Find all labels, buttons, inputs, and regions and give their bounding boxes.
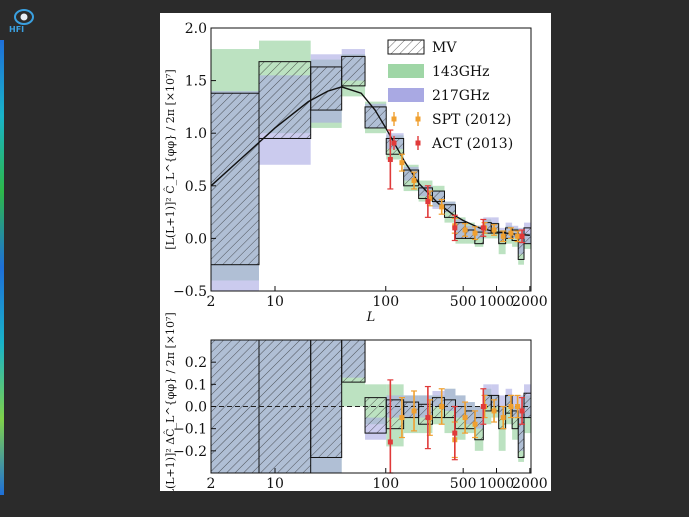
- y-tick-label: 1.5: [185, 74, 207, 90]
- side-decoration-strip: [0, 40, 4, 495]
- legend-item: 143GHz: [388, 64, 490, 80]
- x-tick-label: 1000: [479, 476, 515, 491]
- y-tick-label: 1.0: [185, 126, 207, 142]
- act-point: [387, 157, 393, 162]
- mv-box: [341, 339, 366, 383]
- legend-label: 143GHz: [432, 64, 490, 80]
- y-tick-label: 2.0: [185, 21, 207, 37]
- x-tick-label: 10: [266, 294, 284, 310]
- mv-box: [474, 417, 484, 441]
- legend-marker: [391, 140, 397, 146]
- spt-point: [515, 404, 521, 409]
- mv-box: [364, 106, 387, 129]
- y-tick-label: 0.5: [185, 179, 207, 195]
- x-tick-label: 100: [372, 476, 399, 491]
- legend-swatch-mv: [387, 39, 425, 55]
- spt-point: [462, 227, 468, 233]
- act-point: [452, 430, 458, 436]
- mv-box: [523, 227, 532, 245]
- act-point: [480, 404, 486, 409]
- legend-item: ACT (2013): [391, 136, 513, 152]
- chart-canvas: −0.50.00.51.01.52.02 10 100 500 10002000L[L(…: [163, 21, 548, 501]
- x-tick-label: 2000: [512, 476, 548, 491]
- spt-point: [491, 227, 497, 233]
- hfi-logo: HFI: [4, 6, 50, 34]
- act-point: [425, 415, 431, 421]
- y-axis-label: [L(L+1)]² ΔĈ_L^{φφ} / 2π [×10⁷]: [163, 312, 177, 491]
- x-tick-label: 1000: [479, 294, 515, 310]
- act-point: [387, 439, 393, 445]
- act-point: [425, 199, 431, 205]
- mv-box: [431, 190, 445, 203]
- mv-box: [364, 397, 387, 434]
- legend-item: 217GHz: [388, 88, 490, 104]
- x-tick-label: 2000: [512, 294, 548, 310]
- spt-point: [491, 408, 497, 414]
- spt-point: [439, 404, 445, 409]
- mv-box: [385, 399, 405, 430]
- x-tick-label: 2: [207, 476, 216, 491]
- spt-point: [427, 195, 433, 201]
- legend-marker: [391, 116, 397, 122]
- spt-point: [399, 160, 405, 166]
- y-tick-label: 0.0: [185, 400, 207, 416]
- act-point: [452, 225, 458, 231]
- legend-label: ACT (2013): [431, 136, 513, 152]
- spt-point: [500, 233, 506, 239]
- legend-marker: [415, 140, 421, 146]
- y-tick-label: −0.2: [173, 444, 207, 460]
- mv-box: [443, 204, 456, 218]
- spt-point: [462, 415, 468, 421]
- axes-frame: [210, 27, 532, 292]
- legend-item: MV: [387, 39, 457, 56]
- y-tick-label: −0.1: [173, 422, 207, 438]
- legend-label: MV: [432, 40, 457, 56]
- legend-label: 217GHz: [432, 88, 490, 104]
- y-tick-label: 0.2: [185, 355, 207, 371]
- mv-box: [310, 66, 343, 111]
- spt-point: [411, 408, 417, 414]
- legend-marker: [415, 116, 421, 122]
- spt-point: [515, 233, 521, 239]
- mv-box: [310, 339, 343, 458]
- mv-box: [443, 399, 456, 419]
- spt-point: [472, 421, 478, 427]
- spt-point: [439, 204, 445, 210]
- spt-point: [472, 230, 478, 236]
- y-tick-label: 0.0: [185, 231, 207, 247]
- logo-text: HFI: [9, 25, 24, 34]
- mv-box: [523, 392, 532, 419]
- act-point: [519, 408, 525, 414]
- y-tick-label: −0.5: [173, 284, 207, 300]
- x-tick-label: 2: [207, 294, 216, 310]
- mv-box: [517, 417, 525, 458]
- spt-point: [399, 415, 405, 421]
- spt-point: [508, 404, 514, 409]
- spt-point: [500, 415, 506, 421]
- legend-label: SPT (2012): [432, 112, 511, 128]
- x-tick-label: 500: [450, 476, 477, 491]
- x-tick-label: 100: [372, 294, 399, 310]
- legend-item: SPT (2012): [391, 112, 511, 128]
- x-axis-label: L: [366, 310, 376, 325]
- lensing-spectrum-figure: −0.5 0.0 0.5 1.0 1.5 2.0 2 10 100 500 1000 2000 L [L(…: [160, 13, 551, 501]
- mv-box: [341, 55, 366, 87]
- x-tick-label: 10: [266, 476, 284, 491]
- legend-swatch-143: [388, 64, 424, 78]
- act-point: [519, 233, 525, 239]
- y-axis-label: [L(L+1)]² Ĉ_L^{φφ} / 2π [×10⁷]: [163, 69, 177, 249]
- mv-box: [258, 61, 312, 139]
- act-point: [480, 225, 486, 231]
- x-tick-label: 500: [450, 294, 477, 310]
- y-tick-label: 0.1: [185, 377, 207, 393]
- spt-point: [411, 178, 417, 184]
- spt-point: [508, 230, 514, 236]
- legend-swatch-217: [388, 88, 424, 102]
